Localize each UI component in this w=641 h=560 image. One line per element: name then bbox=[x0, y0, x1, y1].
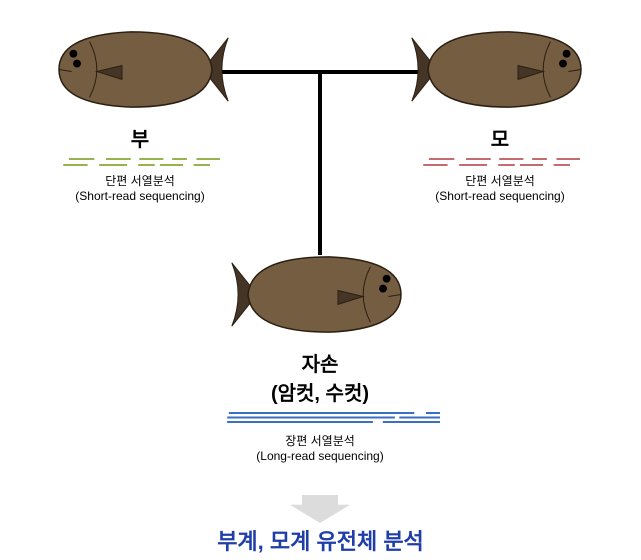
father-method-en: (Short-read sequencing) bbox=[40, 189, 240, 203]
father-fish-icon bbox=[50, 20, 230, 119]
diagram-canvas: 부단편 서열분석(Short-read sequencing)모단편 서열분석(… bbox=[0, 0, 641, 560]
mother-method-en: (Short-read sequencing) bbox=[400, 189, 600, 203]
child-method-en: (Long-read sequencing) bbox=[220, 449, 420, 463]
father-label: 부 bbox=[40, 123, 240, 152]
child-sublabel: (암컷, 수컷) bbox=[220, 377, 420, 406]
child-method-kr: 장편 서열분석 bbox=[220, 432, 420, 449]
mother-label: 모 bbox=[400, 123, 600, 152]
mother-method-kr: 단편 서열분석 bbox=[400, 172, 600, 189]
mother-reads-icon bbox=[420, 158, 580, 170]
father-reads-icon bbox=[60, 158, 220, 170]
father-method-kr: 단편 서열분석 bbox=[40, 172, 240, 189]
child-label: 자손 bbox=[220, 348, 420, 377]
child-block: 자손(암컷, 수컷) 장편 서열분석(Long-read sequencing) bbox=[220, 245, 420, 463]
mother-fish-icon bbox=[410, 20, 590, 119]
mother-block: 모단편 서열분석(Short-read sequencing) bbox=[400, 20, 600, 203]
down-arrow-icon bbox=[290, 495, 350, 523]
child-fish-icon bbox=[230, 245, 410, 344]
father-block: 부단편 서열분석(Short-read sequencing) bbox=[40, 20, 240, 203]
final-analysis-label: 부계, 모계 유전체 분석 bbox=[0, 524, 641, 556]
child-reads-icon bbox=[220, 412, 440, 430]
